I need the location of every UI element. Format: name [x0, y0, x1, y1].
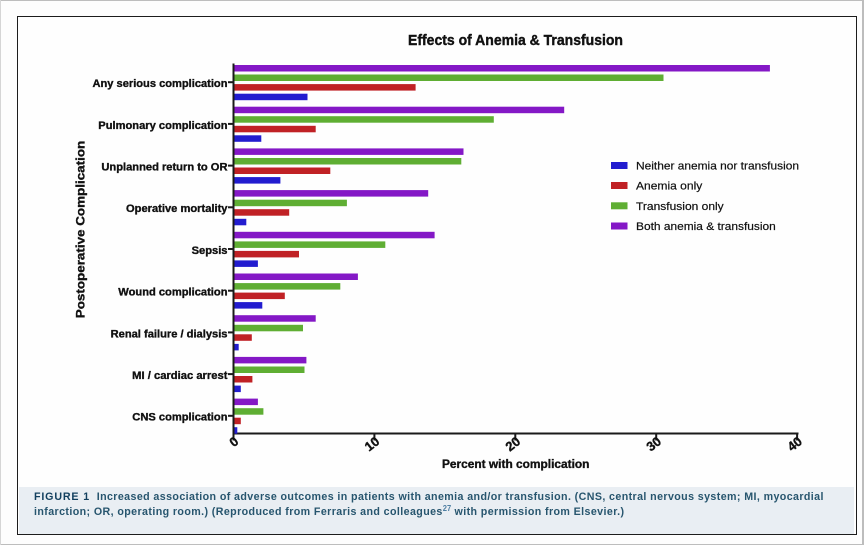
svg-text:Sepsis: Sepsis	[192, 245, 228, 257]
svg-text:10: 10	[362, 434, 383, 455]
svg-text:0: 0	[226, 434, 241, 450]
svg-text:20: 20	[503, 434, 524, 455]
svg-text:Wound complication: Wound complication	[118, 287, 227, 299]
svg-text:Postoperative Complication: Postoperative Complication	[74, 141, 88, 319]
svg-text:30: 30	[643, 434, 664, 455]
svg-text:Any serious complication: Any serious complication	[93, 78, 228, 90]
svg-text:Operative mortality: Operative mortality	[126, 203, 228, 215]
svg-text:Pulmonary complication: Pulmonary complication	[98, 120, 227, 132]
svg-text:Renal failure / dialysis: Renal failure / dialysis	[111, 328, 228, 340]
svg-text:Percent with complication: Percent with complication	[442, 457, 590, 471]
svg-text:Effects of Anemia & Transfusio: Effects of Anemia & Transfusion	[408, 32, 623, 49]
svg-text:Neither anemia nor transfusion: Neither anemia nor transfusion	[636, 161, 799, 173]
svg-text:CNS complication: CNS complication	[132, 412, 227, 424]
svg-text:Transfusion only: Transfusion only	[636, 201, 724, 213]
svg-text:Unplanned return to OR: Unplanned return to OR	[101, 162, 227, 174]
svg-text:MI / cardiac arrest: MI / cardiac arrest	[132, 370, 228, 382]
svg-text:40: 40	[784, 434, 805, 455]
svg-text:Anemia only: Anemia only	[636, 181, 703, 193]
svg-text:Both anemia & transfusion: Both anemia & transfusion	[636, 221, 776, 233]
